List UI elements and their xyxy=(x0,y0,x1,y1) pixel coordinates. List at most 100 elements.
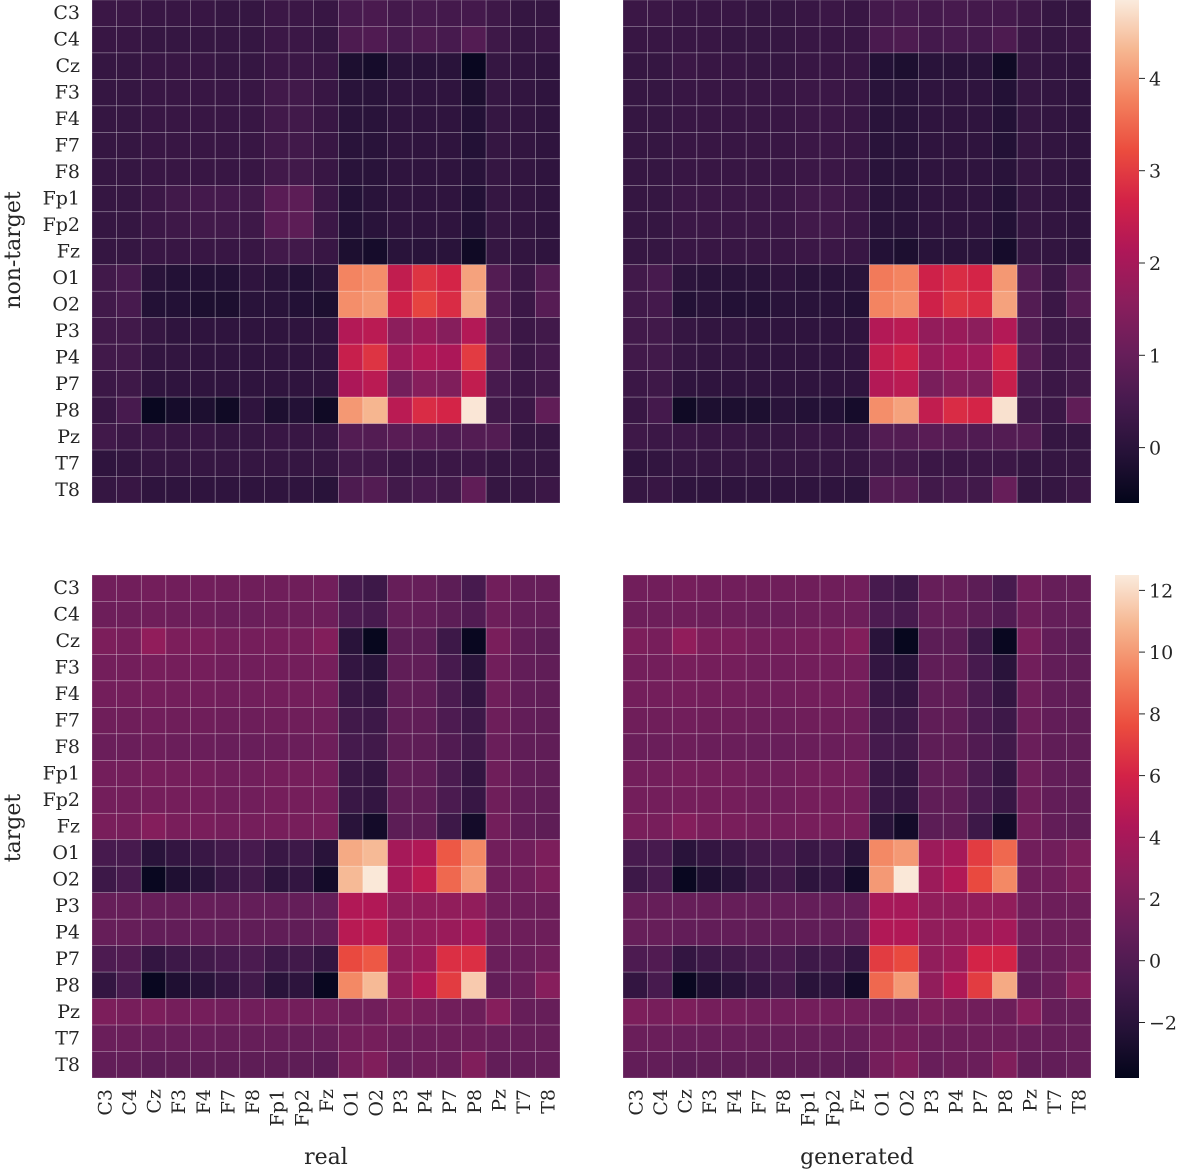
heatmap-cell-O2-T8 xyxy=(535,865,561,893)
heatmap-cell-Fp2-Fz xyxy=(844,211,870,239)
heatmap-cell-O1-F7 xyxy=(214,839,241,867)
heatmap-cell-F7-C4 xyxy=(116,132,142,160)
heatmap-cell-Cz-C4 xyxy=(647,627,673,655)
heatmap-cell-C4-P3 xyxy=(918,26,944,54)
heatmap-cell-T7-O2 xyxy=(893,1024,919,1052)
heatmap-cell-C3-Fz xyxy=(313,574,339,602)
heatmap-cell-P8-P8 xyxy=(992,971,1018,999)
heatmap-cell-O1-F3 xyxy=(165,839,191,867)
heatmap-cell-F3-C3 xyxy=(91,79,117,107)
heatmap-cell-O1-O2 xyxy=(893,264,919,292)
heatmap-cell-T8-C3 xyxy=(622,1051,648,1079)
heatmap-cell-Fz-P8 xyxy=(461,237,487,266)
heatmap-cell-F4-F4 xyxy=(190,680,216,708)
heatmap-cell-P4-P4 xyxy=(411,343,438,371)
heatmap-cell-P4-Fz xyxy=(844,918,870,946)
heatmap-cell-Fz-P4 xyxy=(411,237,438,266)
heatmap-cell-P4-F3 xyxy=(165,918,191,946)
heatmap-cell-C4-O2 xyxy=(893,601,919,629)
heatmap-cell-T8-O1 xyxy=(869,476,895,504)
heatmap-cell-Pz-P7 xyxy=(436,998,462,1026)
heatmap-cell-P7-F8 xyxy=(770,945,796,973)
heatmap-cell-P7-P7 xyxy=(967,945,993,973)
heatmap-cell-F3-Pz xyxy=(485,654,512,682)
heatmap-cell-P8-T7 xyxy=(1041,971,1067,999)
heatmap-cell-T7-F8 xyxy=(770,1024,796,1052)
x-tick-real-P8: P8 xyxy=(464,1089,486,1114)
heatmap-cell-F3-Pz xyxy=(1016,654,1043,682)
heatmap-cell-P8-C3 xyxy=(91,971,117,999)
heatmap-cell-Cz-Fp1 xyxy=(264,52,290,80)
heatmap-cell-Pz-C3 xyxy=(622,998,648,1026)
heatmap-cell-C3-F8 xyxy=(770,0,796,27)
heatmap-cell-T8-F4 xyxy=(190,476,216,504)
heatmap-cell-Fp2-Cz xyxy=(671,786,698,814)
heatmap-cell-Fp1-Cz xyxy=(671,760,698,788)
heatmap-cell-Fp1-T8 xyxy=(1066,760,1092,788)
heatmap-cell-F8-P7 xyxy=(967,158,993,186)
heatmap-cell-F4-F7 xyxy=(745,680,772,708)
heatmap-cell-F3-T8 xyxy=(1066,654,1092,682)
heatmap-cell-O1-Pz xyxy=(485,839,512,867)
heatmap-cell-P8-Fp1 xyxy=(264,971,290,999)
heatmap-cell-O1-C3 xyxy=(622,264,648,292)
heatmap-cell-Cz-F7 xyxy=(214,627,241,655)
heatmap-cell-T7-F8 xyxy=(770,449,796,477)
heatmap-cell-F8-F3 xyxy=(696,158,722,186)
heatmap-cell-F7-T7 xyxy=(1041,707,1067,735)
heatmap-cell-T7-C4 xyxy=(116,1024,142,1052)
heatmap-cell-Fp1-Pz xyxy=(485,760,512,788)
heatmap-cell-Fz-T7 xyxy=(1041,812,1067,841)
heatmap-cell-P7-Fp2 xyxy=(819,370,845,398)
heatmap-cell-O2-F8 xyxy=(770,290,796,318)
heatmap-cell-C4-Fz xyxy=(313,601,339,629)
heatmap-cell-O2-Fp2 xyxy=(819,865,845,893)
heatmap-cell-F7-F8 xyxy=(239,707,265,735)
heatmap-cell-P7-Cz xyxy=(140,370,167,398)
heatmap-cell-F7-O1 xyxy=(338,707,364,735)
y-tick-target-C4: C4 xyxy=(53,604,80,626)
heatmap-cell-F7-Pz xyxy=(1016,707,1043,735)
heatmap-cell-F7-Fp2 xyxy=(288,132,314,160)
heatmap-cell-T8-F8 xyxy=(770,476,796,504)
heatmap-cell-P8-Fp2 xyxy=(288,971,314,999)
heatmap-cell-F7-Fp1 xyxy=(264,132,290,160)
heatmap-cell-T7-Fp1 xyxy=(795,449,821,477)
heatmap-cell-Fp2-Fp1 xyxy=(264,211,290,239)
x-tick-real-Cz: Cz xyxy=(144,1089,166,1114)
heatmap-cell-C4-T7 xyxy=(510,601,536,629)
heatmap-cell-C3-Pz xyxy=(1016,0,1043,27)
heatmap-cell-F3-Fp1 xyxy=(795,654,821,682)
heatmap-cell-Fp1-O2 xyxy=(893,185,919,213)
heatmap-cell-Cz-O2 xyxy=(362,52,388,80)
x-tick-real-O2: O2 xyxy=(365,1089,387,1117)
heatmap-cell-Cz-Pz xyxy=(485,627,512,655)
heatmap-cell-P7-T7 xyxy=(510,370,536,398)
heatmap-cell-T7-Pz xyxy=(1016,449,1043,477)
heatmap-cell-P8-Fp2 xyxy=(819,971,845,999)
heatmap-cell-P3-O1 xyxy=(338,317,364,345)
heatmap-cell-P3-O2 xyxy=(362,892,388,920)
heatmap-cell-F8-Fz xyxy=(844,733,870,761)
x-tick-real-C3: C3 xyxy=(94,1089,116,1116)
heatmap-cell-O2-F7 xyxy=(745,865,772,893)
heatmap-cell-C4-Fp2 xyxy=(288,601,314,629)
heatmap-cell-Cz-Fp2 xyxy=(288,52,314,80)
heatmap-cell-F7-F4 xyxy=(190,132,216,160)
heatmap-cell-C3-Cz xyxy=(671,0,698,27)
x-tick-generated-P4: P4 xyxy=(946,1089,968,1114)
heatmap-cell-C3-F7 xyxy=(214,0,241,27)
x-tick-generated-F4: F4 xyxy=(724,1089,746,1114)
heatmap-cell-F3-T7 xyxy=(510,79,536,107)
heatmap-cell-O1-O1 xyxy=(869,264,895,292)
heatmap-cell-P3-T7 xyxy=(510,317,536,345)
heatmap-cell-Fp1-Fz xyxy=(313,760,339,788)
heatmap-cell-F3-F4 xyxy=(721,654,747,682)
y-tick-non-target-F3: F3 xyxy=(55,82,80,104)
heatmap-cell-T7-C4 xyxy=(647,1024,673,1052)
heatmap-cell-Fp2-P4 xyxy=(411,211,438,239)
heatmap-cell-P3-F3 xyxy=(165,317,191,345)
heatmap-cell-P3-P8 xyxy=(992,317,1018,345)
heatmap-cell-F8-P7 xyxy=(436,158,462,186)
